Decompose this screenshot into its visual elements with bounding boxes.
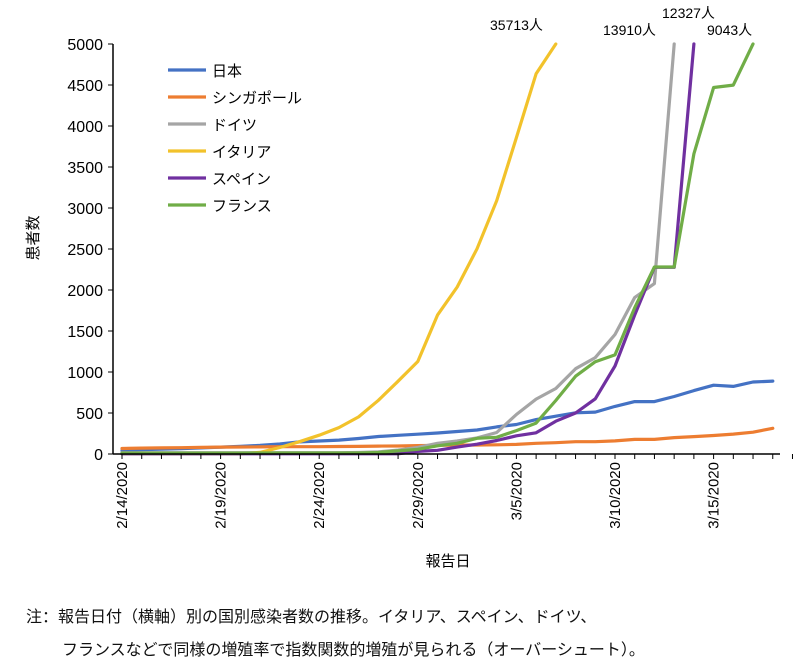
series-line xyxy=(120,42,696,456)
legend-label: ドイツ xyxy=(212,116,257,134)
y-tick-label: 4000 xyxy=(67,119,103,136)
line-chart: 0 500 1000 1500 2000 2500 3000 3500 4000 4500 5000… xyxy=(24,5,793,570)
y-tick-label: 0 xyxy=(94,447,103,464)
series-line xyxy=(120,42,755,455)
overflow-value-label: 13910人 xyxy=(603,22,656,38)
y-tick-label: 4500 xyxy=(67,78,103,95)
y-tick-label: 5000 xyxy=(67,37,103,54)
legend-label: 日本 xyxy=(212,62,242,80)
legend-label: スペイン xyxy=(212,170,271,188)
series-line xyxy=(120,42,676,455)
footnote-line-1: 注：報告日付（横軸）別の国別感染者数の推移。イタリア、スペイン、ドイツ、 xyxy=(26,607,597,626)
y-tick-label: 2500 xyxy=(67,242,103,259)
x-tick-label: 2/19/2020 xyxy=(213,462,230,529)
overflow-value-label: 12327人 xyxy=(662,5,715,21)
y-tick-label: 2000 xyxy=(67,283,103,300)
overflow-value-label: 35713人 xyxy=(490,17,543,33)
y-axis-ticks: 0 500 1000 1500 2000 2500 3000 3500 4000 4500 5000 xyxy=(67,37,113,464)
overflow-value-label: 9043人 xyxy=(707,22,752,38)
annotations: 35713人 12327人 13910人 9043人 xyxy=(490,5,752,38)
y-axis-label: 患者数 xyxy=(24,215,42,260)
y-tick-label: 1000 xyxy=(67,365,103,382)
y-tick-label: 3500 xyxy=(67,160,103,177)
x-tick-label: 2/29/2020 xyxy=(410,462,427,529)
series-line xyxy=(120,42,558,456)
x-tick-label: 3/15/2020 xyxy=(706,462,723,529)
series-line xyxy=(120,379,775,453)
x-axis-label: 報告日 xyxy=(425,552,470,570)
x-tick-label: 2/14/2020 xyxy=(114,462,131,529)
x-tick-label: 3/10/2020 xyxy=(607,462,624,529)
footnote-line-2: フランスなどで同様の増殖率で指数関数的増殖が見られる（オーバーシュート）。 xyxy=(62,640,645,659)
y-tick-label: 1500 xyxy=(67,324,103,341)
x-tick-label: 2/24/2020 xyxy=(311,462,328,529)
x-axis-ticks: 2/14/2020 2/19/2020 2/24/2020 2/29/2020 3/5/… xyxy=(114,454,793,529)
legend-label: イタリア xyxy=(212,143,271,161)
y-tick-label: 500 xyxy=(76,406,103,423)
legend-label: フランス xyxy=(212,197,272,215)
y-tick-label: 3000 xyxy=(67,201,103,218)
x-tick-label: 3/5/2020 xyxy=(508,462,525,520)
legend-label: シンガポール xyxy=(212,89,302,107)
